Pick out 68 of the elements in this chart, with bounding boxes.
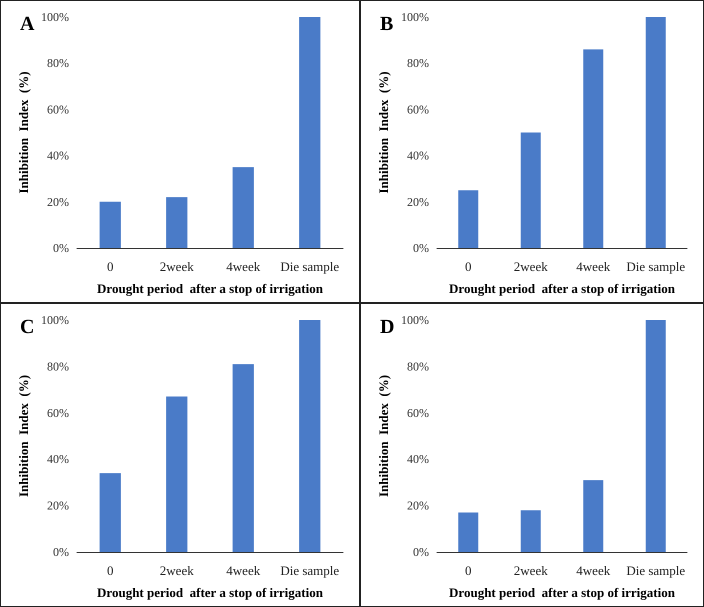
x-tick-label: 2week	[160, 259, 194, 274]
bar	[299, 17, 320, 248]
x-axis-title: Drought period after a stop of irrigation	[449, 585, 676, 600]
x-tick-label: Die sample	[626, 563, 686, 578]
y-tick-label: 20%	[407, 498, 429, 513]
y-tick-label: 40%	[47, 148, 69, 163]
chart-title: D	[380, 316, 394, 338]
bar	[100, 202, 121, 248]
x-tick-label: Die sample	[280, 259, 340, 274]
bar	[232, 364, 254, 552]
y-tick-label: 60%	[407, 406, 429, 420]
y-tick-label: 80%	[407, 56, 429, 70]
x-tick-label: Die sample	[626, 259, 686, 274]
x-tick-label: 0	[107, 563, 114, 578]
chart-title: C	[20, 316, 34, 338]
bar	[583, 49, 604, 248]
bar	[232, 167, 254, 248]
y-tick-label: 100%	[41, 10, 69, 24]
y-tick-label: 40%	[407, 148, 429, 163]
y-tick-label: 100%	[401, 313, 429, 327]
chart-title: B	[380, 13, 394, 35]
y-tick-label: 80%	[47, 359, 69, 374]
x-tick-label: 0	[465, 563, 472, 578]
bar	[520, 132, 541, 248]
y-tick-label: 40%	[407, 452, 429, 466]
bar	[299, 320, 320, 552]
x-tick-label: 4week	[226, 563, 261, 578]
y-tick-label: 80%	[47, 56, 69, 70]
bar	[166, 197, 188, 248]
bar	[646, 17, 666, 248]
x-tick-label: 4week	[576, 259, 611, 274]
bar	[520, 510, 541, 552]
x-tick-label: 0	[107, 259, 114, 274]
bar	[458, 190, 478, 248]
bar	[646, 320, 666, 552]
bar	[166, 396, 188, 552]
x-axis-title: Drought period after a stop of irrigation	[97, 585, 324, 600]
y-axis-title: Inhibition Index (%)	[376, 71, 392, 194]
y-tick-label: 100%	[41, 313, 69, 327]
bar	[458, 512, 478, 552]
y-tick-label: 0%	[413, 545, 429, 559]
x-tick-label: Die sample	[280, 563, 340, 578]
y-tick-label: 60%	[407, 102, 429, 116]
y-tick-label: 0%	[53, 545, 69, 559]
x-tick-label: 0	[465, 259, 472, 274]
y-tick-label: 60%	[47, 102, 69, 116]
x-tick-label: 2week	[160, 563, 194, 578]
y-tick-label: 60%	[47, 406, 69, 420]
y-axis-title: Inhibition Index (%)	[16, 374, 32, 498]
y-axis-title: Inhibition Index (%)	[376, 374, 392, 498]
y-tick-label: 100%	[401, 10, 429, 24]
y-tick-label: 80%	[407, 359, 429, 374]
y-tick-label: 20%	[407, 194, 429, 209]
x-axis-title: Drought period after a stop of irrigation	[97, 281, 324, 296]
x-tick-label: 2week	[514, 259, 548, 274]
y-tick-label: 0%	[53, 241, 69, 255]
bar	[583, 480, 604, 552]
x-axis-title: Drought period after a stop of irrigation	[449, 281, 676, 296]
y-tick-label: 20%	[47, 498, 69, 513]
x-tick-label: 4week	[576, 563, 611, 578]
y-tick-label: 0%	[413, 241, 429, 255]
y-tick-label: 20%	[47, 194, 69, 209]
chart-title: A	[20, 13, 35, 35]
x-tick-label: 2week	[514, 563, 548, 578]
bar	[100, 473, 121, 552]
x-tick-label: 4week	[226, 259, 261, 274]
y-axis-title: Inhibition Index (%)	[16, 71, 32, 194]
y-tick-label: 40%	[47, 452, 69, 466]
